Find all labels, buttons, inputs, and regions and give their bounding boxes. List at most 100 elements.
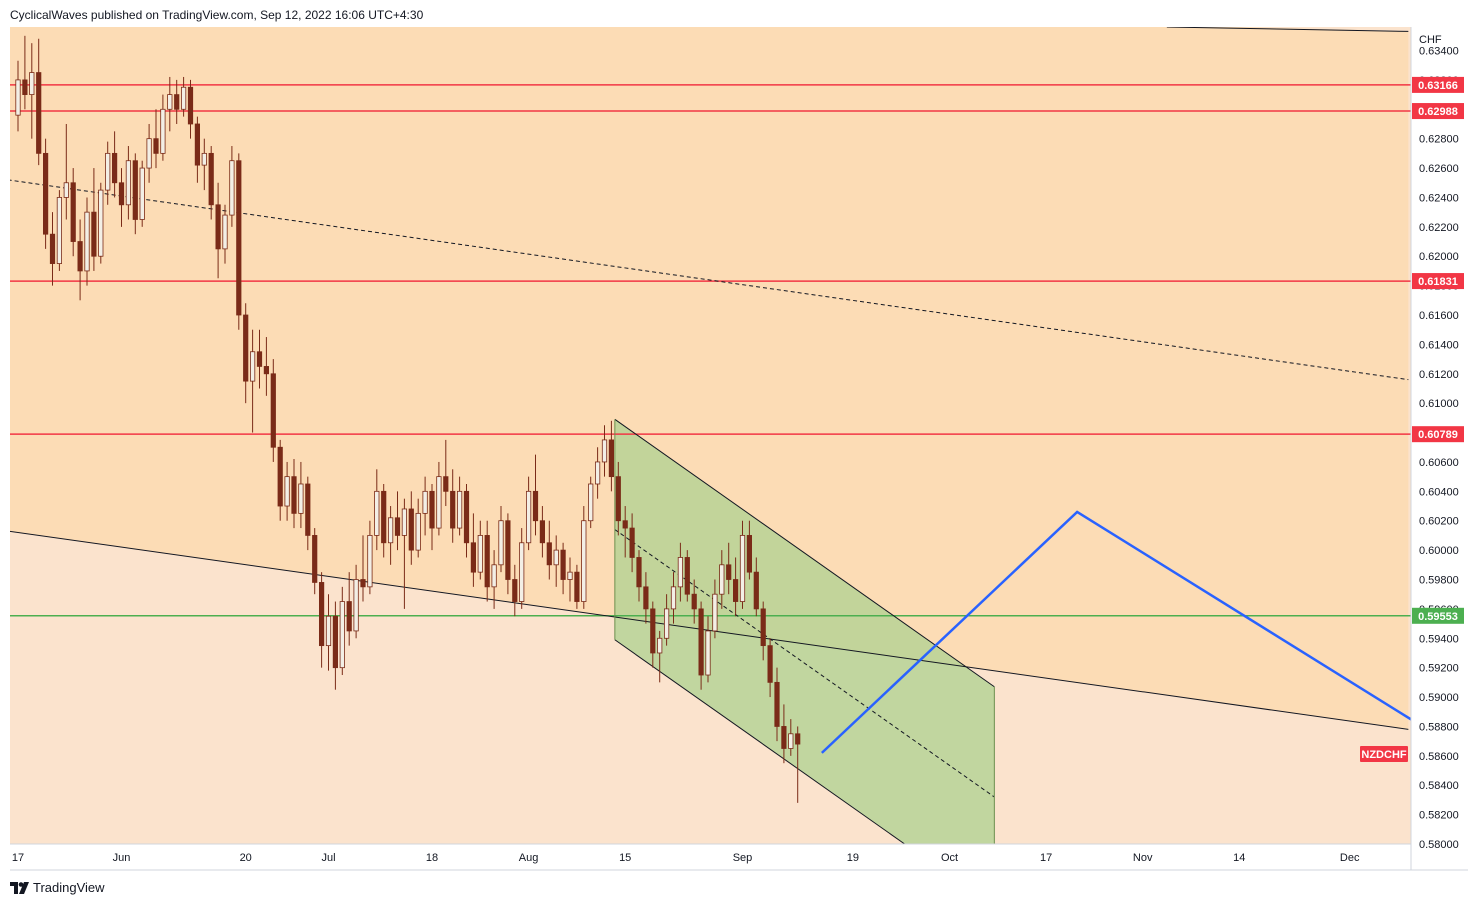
- price-tag-0.61831: 0.61831: [1418, 276, 1458, 288]
- time-tick-label: Sep: [733, 852, 753, 864]
- candle-body: [691, 593, 697, 610]
- candle-body: [22, 79, 28, 95]
- candle-body: [291, 476, 297, 514]
- candle-body: [546, 542, 552, 566]
- candle-body: [367, 535, 373, 588]
- channel-lower-line: [614, 639, 905, 844]
- candle-body: [146, 138, 152, 169]
- candle-body: [201, 152, 207, 166]
- candle-body: [753, 571, 759, 610]
- projection-path: [820, 510, 1411, 754]
- plot-area[interactable]: [8, 25, 1416, 844]
- candle-body: [29, 72, 35, 95]
- candle-body: [394, 517, 401, 536]
- price-tick-label: 0.63400: [1419, 46, 1459, 58]
- candle-body: [43, 152, 49, 235]
- price-tick-label: 0.58200: [1419, 810, 1459, 822]
- candle-body: [498, 520, 504, 566]
- candle-body: [595, 461, 601, 485]
- candle-body: [608, 439, 615, 478]
- candle-body: [560, 549, 566, 580]
- price-tick-label: 0.59400: [1419, 633, 1459, 645]
- candle-body: [601, 439, 608, 463]
- footer-brand[interactable]: TradingView: [33, 880, 105, 895]
- price-tick-label: 0.60200: [1419, 516, 1459, 528]
- candle-body: [581, 520, 587, 602]
- candle-body: [70, 182, 76, 242]
- price-tick-label: 0.62400: [1419, 192, 1459, 204]
- candle-body: [470, 542, 477, 573]
- time-tick-label: 20: [240, 852, 252, 864]
- candle-body: [491, 564, 497, 588]
- price-tick-label: 0.60000: [1419, 545, 1459, 557]
- candle-body: [187, 86, 194, 125]
- candle-body: [84, 211, 90, 272]
- time-axis[interactable]: 17 Jun 20 Jul 18 Aug 15 Sep 19 Oct 17 Nov 14 Dec: [12, 852, 1360, 864]
- candle-body: [477, 535, 483, 573]
- candle-body: [746, 535, 753, 573]
- price-tick-label: 0.62600: [1419, 163, 1459, 175]
- candle-body: [636, 557, 642, 588]
- price-tick-label: 0.59200: [1419, 663, 1459, 675]
- candle-body: [118, 182, 125, 206]
- candle-body: [174, 94, 180, 110]
- candle-body: [664, 608, 670, 639]
- price-tick-label: 0.61000: [1419, 398, 1459, 410]
- candle-body: [781, 726, 787, 749]
- candle-body: [643, 586, 649, 610]
- candle-body: [553, 549, 559, 566]
- candle-body: [125, 160, 131, 206]
- candle-body: [401, 508, 408, 536]
- candle-body: [153, 138, 159, 154]
- candle-body: [505, 520, 511, 580]
- candle-body: [132, 160, 138, 220]
- candle-body: [167, 94, 173, 110]
- time-tick-label: Dec: [1340, 852, 1360, 864]
- candle-body: [180, 86, 187, 110]
- price-axis[interactable]: 0.58000 0.58200 0.58400 0.58600 0.58800 0.590…: [1419, 46, 1459, 851]
- price-tick-label: 0.59800: [1419, 575, 1459, 587]
- candle-body: [63, 182, 69, 198]
- price-tick-label: 0.58000: [1419, 839, 1459, 851]
- candle-body: [105, 152, 111, 191]
- time-tick-label: Oct: [941, 852, 958, 864]
- candle-body: [215, 204, 221, 250]
- time-tick-label: 18: [426, 852, 438, 864]
- candle-body: [298, 483, 304, 514]
- candle-body: [760, 608, 766, 647]
- candle-body: [670, 586, 677, 610]
- candle-body: [657, 637, 663, 654]
- trendline-2: [1166, 27, 1409, 32]
- footer: TradingView: [10, 880, 105, 895]
- time-tick-label: 17: [1040, 852, 1052, 864]
- price-tag-bg: [1412, 103, 1464, 120]
- price-tick-label: 0.60400: [1419, 486, 1459, 498]
- candle-body: [443, 476, 449, 492]
- symbol-badge: NZDCHF: [1360, 746, 1408, 762]
- candle-body: [698, 608, 704, 676]
- price-tick-label: 0.60600: [1419, 457, 1459, 469]
- time-tick-label: Aug: [519, 852, 539, 864]
- tradingview-logo-icon: [10, 881, 29, 894]
- price-tick-label: 0.62000: [1419, 251, 1459, 263]
- price-tag-bg: [1412, 607, 1464, 624]
- candle-body: [374, 490, 380, 536]
- candle-body: [49, 233, 56, 264]
- price-tick-label: 0.62200: [1419, 222, 1459, 234]
- time-tick-label: Jun: [113, 852, 131, 864]
- price-tag-bg: [1412, 273, 1464, 290]
- candles: [15, 35, 801, 803]
- candle-body: [532, 490, 539, 522]
- candle-body: [56, 197, 63, 264]
- candle-body: [677, 557, 684, 588]
- candle-body: [236, 160, 242, 316]
- candle-body: [733, 579, 739, 602]
- candle-body: [339, 601, 345, 669]
- channel-upper-line: [614, 418, 995, 688]
- candle-body: [325, 615, 332, 647]
- candle-body: [719, 564, 725, 595]
- price-tick-label: 0.61200: [1419, 369, 1459, 381]
- horizontal-levels: [10, 84, 1411, 617]
- time-tick-label: 17: [12, 852, 24, 864]
